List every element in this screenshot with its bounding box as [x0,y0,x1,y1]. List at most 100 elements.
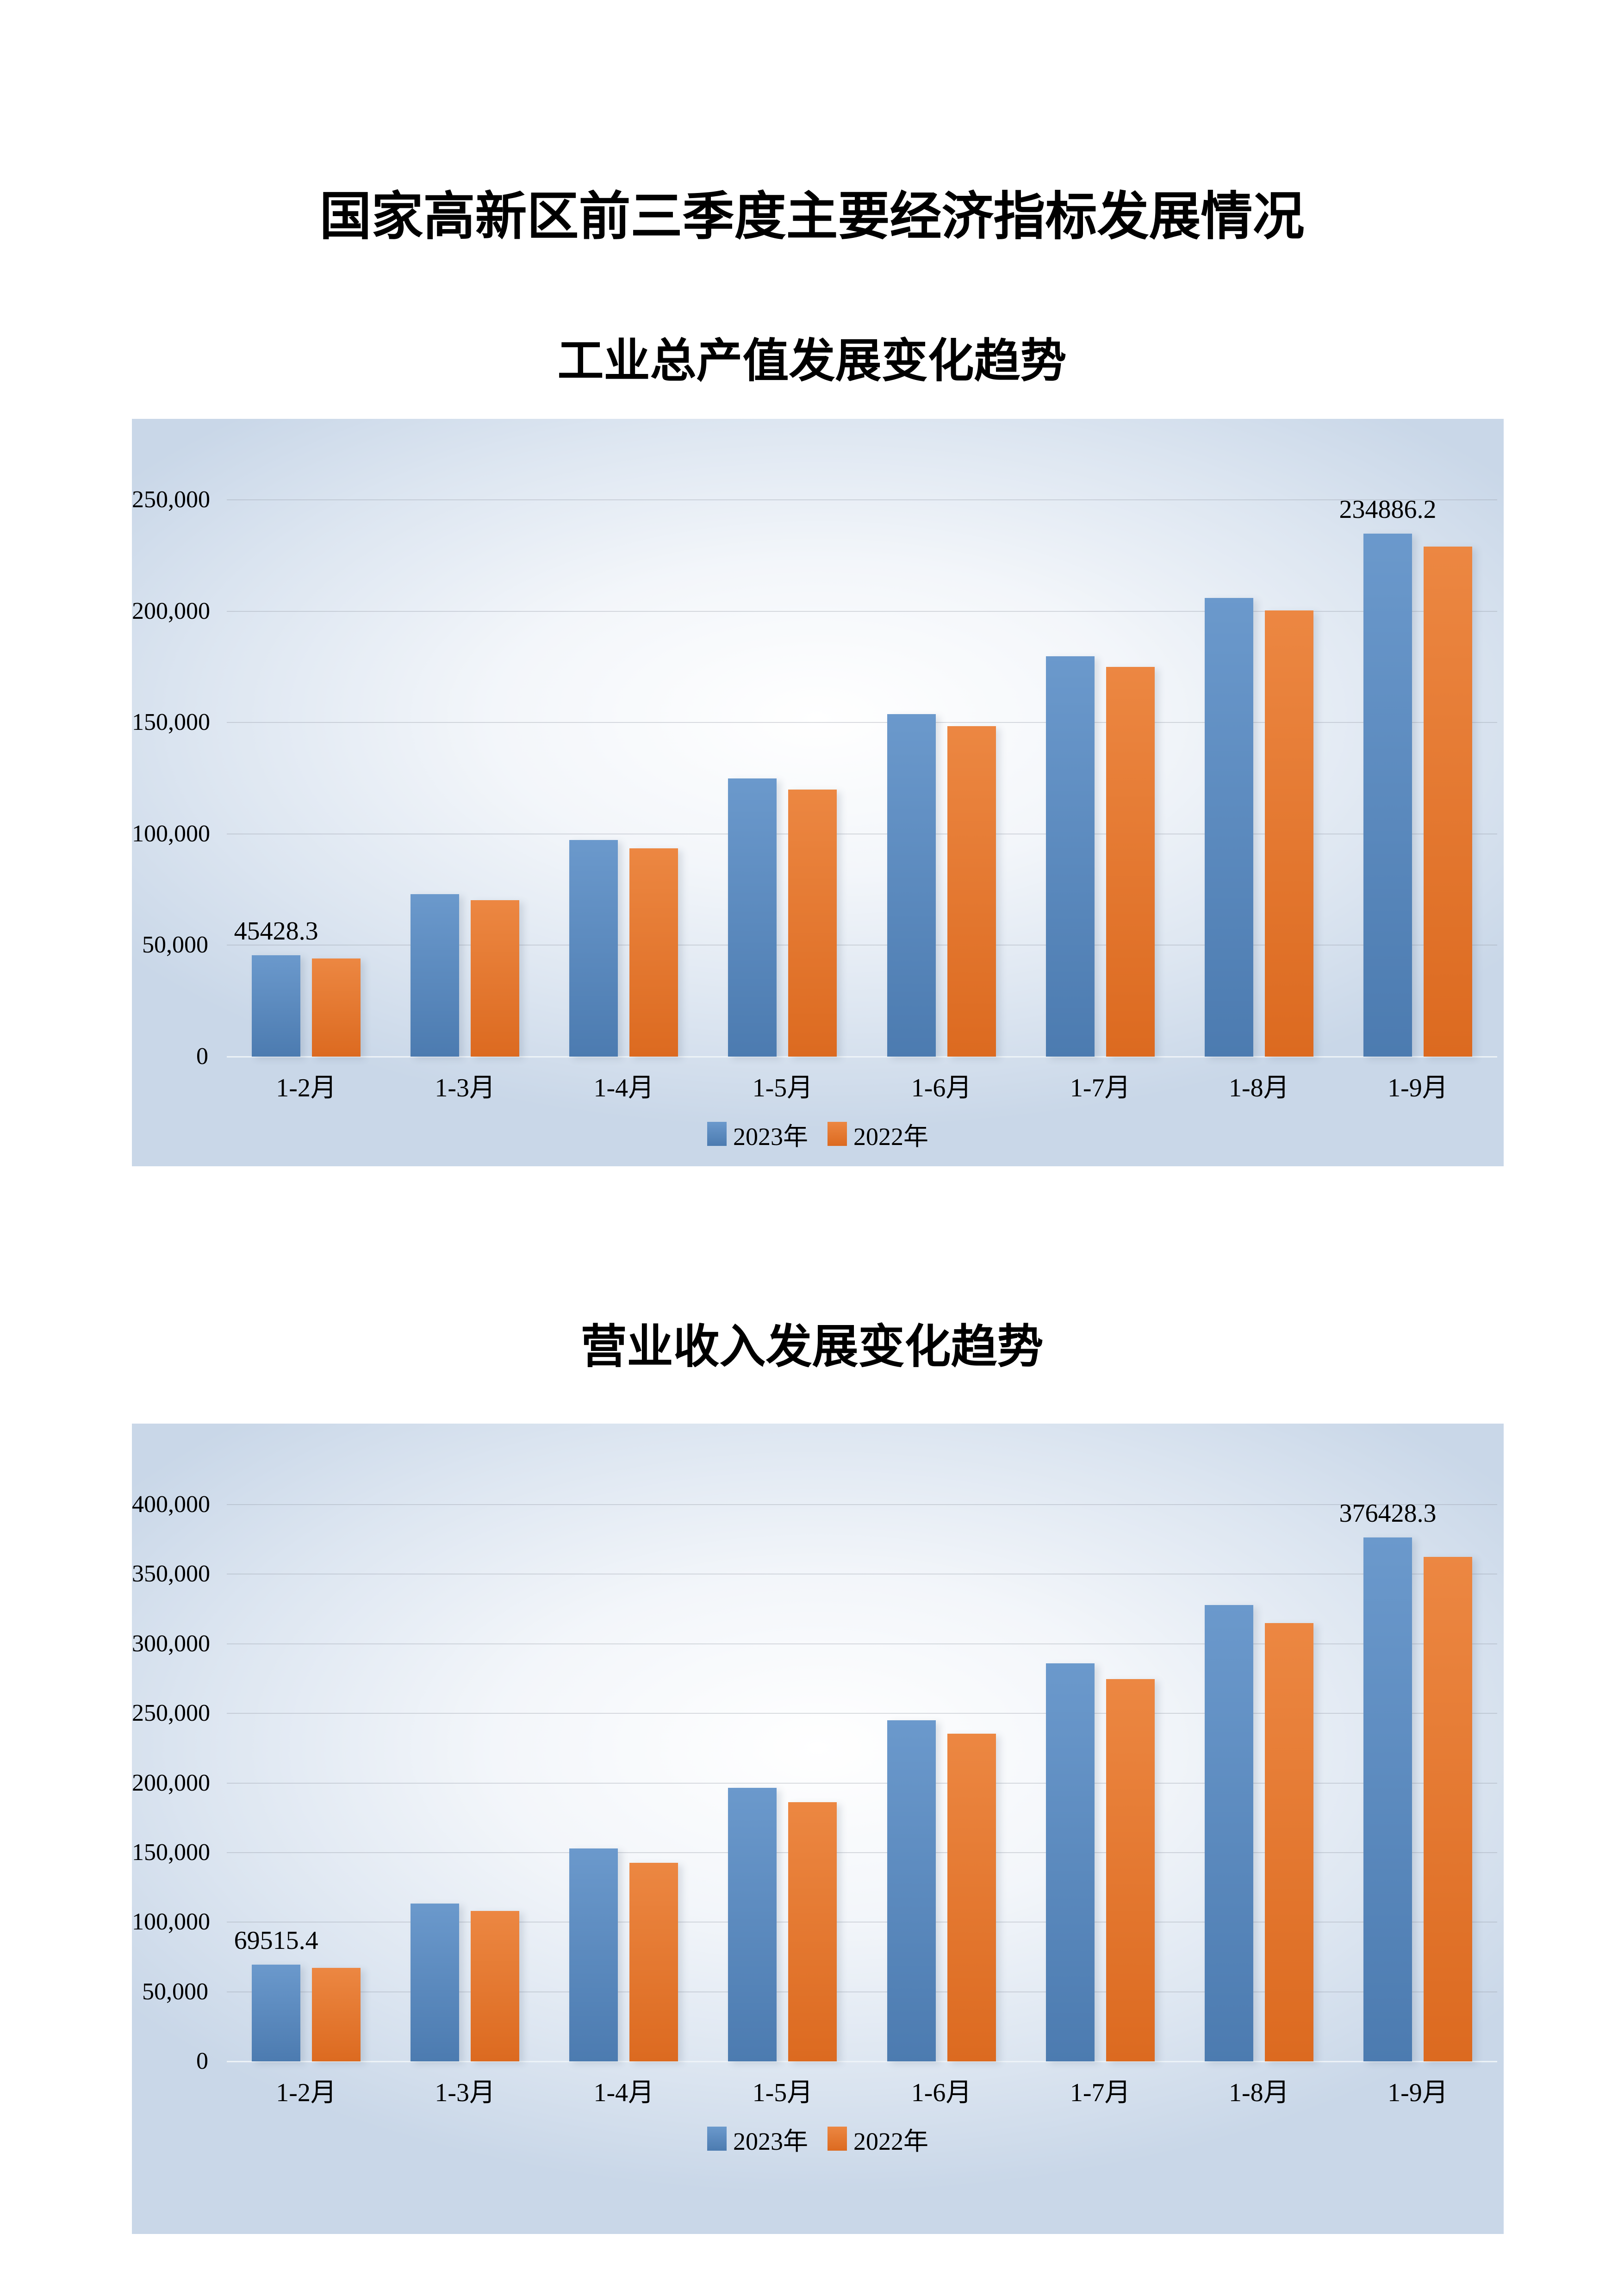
y-axis-tick-label: 50,000 [142,1978,208,2005]
y-axis-tick-label: 250,000 [132,486,210,513]
gridline [227,1504,1497,1505]
x-axis-tick-label: 1-3月 [435,1074,496,1102]
y-axis-tick-label: 100,000 [132,820,210,847]
x-axis-tick-label: 1-7月 [1070,2078,1131,2107]
y-axis-tick-label: 350,000 [132,1561,210,1587]
gridline [227,499,1497,500]
chart2-panel: 0 50,000 100,000 150,000 200,000 250,000 300,0… [132,1424,1504,2234]
bar-2022年-1-5月 [788,790,837,1057]
bar-2022年-1-7月 [1106,667,1155,1057]
gridline [227,1643,1497,1644]
axis-baseline [227,2061,1497,2062]
x-axis-tick-label: 1-6月 [911,2078,972,2107]
legend-label: 2023年 [733,2127,808,2155]
x-axis-tick-label: 1-2月 [276,2078,336,2107]
gridline [227,945,1497,946]
y-axis-tick-label: 200,000 [132,597,210,624]
legend-item-2022年: 2022年 [828,2121,928,2157]
legend-item-2023年: 2023年 [707,2121,808,2157]
x-axis-tick-label: 1-4月 [593,1074,654,1102]
bar-2022年-1-8月 [1264,610,1313,1057]
bar-2023年-1-4月 [569,840,618,1057]
bar-2022年-1-6月 [947,1734,996,2061]
bar-2022年-1-8月 [1264,1623,1313,2061]
legend-label: 2023年 [733,1122,808,1151]
bar-2022年-1-9月 [1423,546,1472,1057]
legend-label: 2022年 [853,1122,928,1151]
bar-2023年-1-7月 [1045,656,1095,1057]
x-axis-tick-label: 1-9月 [1388,1074,1448,1102]
x-axis-tick-label: 1-7月 [1070,1074,1131,1102]
x-axis-tick-label: 1-6月 [911,1074,972,1102]
legend-swatch [828,1122,847,1146]
legend-item-2023年: 2023年 [707,1116,808,1152]
chart-legend: 2023年 2022年 [132,2121,1504,2157]
bar-2023年-1-3月 [411,894,460,1057]
legend-swatch [707,1122,727,1146]
chart1-panel: 0 50,000 100,000 150,000 200,000 250,000 1-2月 1… [132,419,1504,1166]
bar-2022年-1-2月 [312,1968,361,2061]
bar-2023年-1-5月 [728,1788,777,2061]
bar-data-label: 45428.3 [234,917,318,946]
bar-data-label: 234886.2 [1339,495,1437,524]
bar-2023年-1-9月 [1363,533,1412,1057]
gridline [227,1852,1497,1853]
y-axis-tick-label: 150,000 [132,1839,210,1866]
y-axis-tick-label: 250,000 [132,1700,210,1727]
bar-2023年-1-6月 [887,1720,936,2061]
legend-swatch [828,2127,847,2151]
bar-2023年-1-2月 [252,955,301,1057]
x-axis-tick-label: 1-8月 [1228,1074,1289,1102]
x-axis-tick-label: 1-3月 [435,2078,496,2107]
y-axis-tick-label: 0 [196,2048,208,2074]
bar-2022年-1-3月 [471,1910,520,2061]
x-axis-tick-label: 1-2月 [276,1074,336,1102]
gridline [227,1782,1497,1784]
gridline [227,610,1497,612]
bar-data-label: 376428.3 [1339,1499,1437,1528]
bar-2023年-1-4月 [569,1848,618,2061]
y-axis-tick-label: 50,000 [142,932,208,958]
gridline [227,1713,1497,1714]
chart1-title: 工业总产值发展变化趋势 [557,336,1067,387]
bar-2023年-1-5月 [728,778,777,1057]
gridline [227,722,1497,723]
y-axis-tick-label: 0 [196,1043,208,1070]
bar-2022年-1-4月 [629,1862,678,2061]
legend-label: 2022年 [853,2127,928,2155]
x-axis-tick-label: 1-9月 [1388,2078,1448,2107]
bar-data-label: 69515.4 [234,1926,318,1955]
bar-2022年-1-5月 [788,1802,837,2061]
y-axis-tick-label: 100,000 [132,1909,210,1935]
chart2-title: 营业收入发展变化趋势 [580,1321,1044,1373]
x-axis-tick-label: 1-5月 [752,1074,813,1102]
bar-2022年-1-3月 [471,900,520,1057]
bar-2023年-1-6月 [887,714,936,1057]
legend-item-2022年: 2022年 [828,1116,928,1152]
x-axis-tick-label: 1-8月 [1228,2078,1289,2107]
bar-2023年-1-8月 [1204,598,1253,1057]
y-axis-tick-label: 200,000 [132,1769,210,1796]
bar-2023年-1-7月 [1045,1663,1095,2061]
legend-swatch [707,2127,727,2151]
bar-2023年-1-8月 [1204,1605,1253,2061]
bar-2022年-1-4月 [629,848,678,1057]
y-axis-tick-label: 300,000 [132,1630,210,1657]
gridline [227,1991,1497,1992]
bar-2023年-1-9月 [1363,1537,1412,2061]
chart-legend: 2023年 2022年 [132,1116,1504,1152]
bar-2023年-1-2月 [252,1964,301,2061]
y-axis-tick-label: 400,000 [132,1491,210,1518]
bar-2022年-1-9月 [1423,1556,1472,2061]
gridline [227,1922,1497,1923]
page-title: 国家高新区前三季度主要经济指标发展情况 [319,187,1305,245]
bar-2022年-1-6月 [947,726,996,1057]
x-axis-tick-label: 1-4月 [593,2078,654,2107]
bar-2022年-1-2月 [312,958,361,1057]
y-axis-tick-label: 150,000 [132,709,210,736]
bar-2022年-1-7月 [1106,1679,1155,2061]
x-axis-tick-label: 1-5月 [752,2078,813,2107]
bar-2023年-1-3月 [411,1903,460,2061]
axis-baseline [227,1056,1497,1058]
